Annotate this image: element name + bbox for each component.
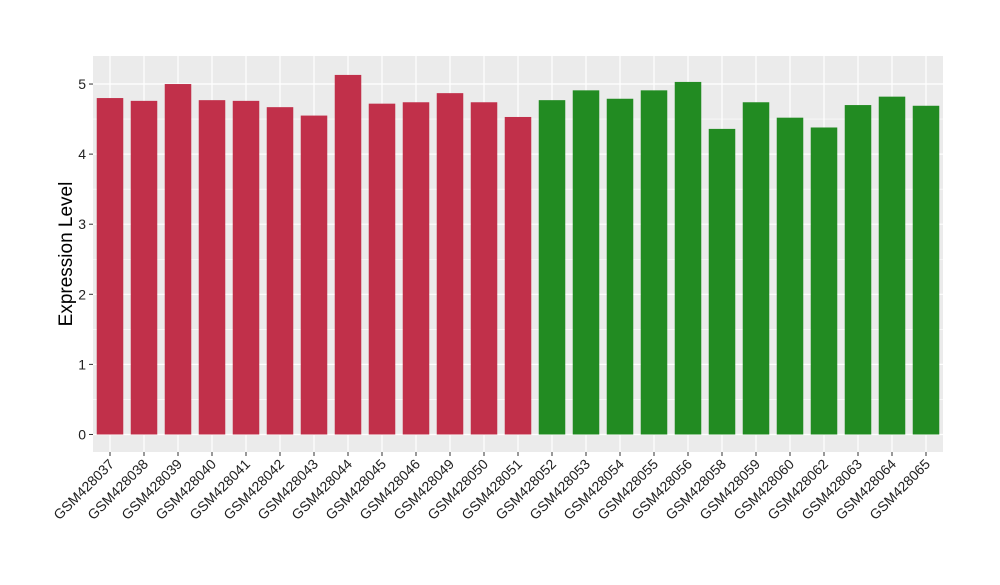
y-axis: 0 1 2 3 4 5 xyxy=(78,76,93,442)
bar-GSM428055 xyxy=(640,90,668,435)
bars xyxy=(96,74,940,435)
bar-GSM428044 xyxy=(334,74,362,435)
bar-GSM428040 xyxy=(198,100,226,435)
bar-GSM428058 xyxy=(708,128,736,435)
bar-GSM428043 xyxy=(300,115,328,435)
x-axis: GSM428037GSM428038GSM428039GSM428040GSM4… xyxy=(50,452,933,523)
bar-GSM428060 xyxy=(776,117,804,435)
y-tick-label: 2 xyxy=(78,286,86,302)
bar-GSM428059 xyxy=(742,102,770,435)
bar-GSM428050 xyxy=(470,102,498,435)
bar-GSM428056 xyxy=(674,81,702,435)
bar-GSM428052 xyxy=(538,100,566,435)
y-tick-label: 0 xyxy=(78,426,86,442)
bar-GSM428038 xyxy=(130,100,158,435)
bar-GSM428051 xyxy=(504,116,532,435)
bar-GSM428065 xyxy=(912,105,940,435)
y-axis-label: Expression Level xyxy=(56,182,77,327)
bar-GSM428039 xyxy=(164,84,192,435)
bar-GSM428062 xyxy=(810,127,838,435)
bar-GSM428041 xyxy=(232,100,260,435)
y-tick-label: 5 xyxy=(78,76,86,92)
bar-GSM428054 xyxy=(606,98,634,435)
bar-GSM428049 xyxy=(436,93,464,435)
bar-GSM428045 xyxy=(368,103,396,435)
bar-GSM428037 xyxy=(96,98,124,435)
y-tick-label: 3 xyxy=(78,216,86,232)
bar-GSM428064 xyxy=(878,96,906,435)
bar-GSM428063 xyxy=(844,105,872,435)
bar-GSM428053 xyxy=(572,90,600,435)
bar-GSM428042 xyxy=(266,107,294,435)
y-tick-label: 1 xyxy=(78,356,86,372)
bar-GSM428046 xyxy=(402,102,430,435)
y-tick-label: 4 xyxy=(78,146,86,162)
